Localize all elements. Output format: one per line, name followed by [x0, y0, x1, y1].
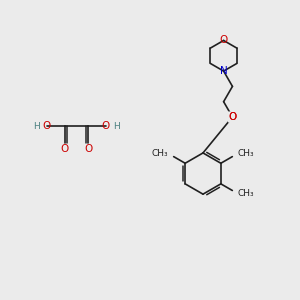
Text: N: N [220, 66, 227, 76]
Text: CH₃: CH₃ [238, 189, 255, 198]
Text: H: H [33, 122, 40, 131]
Text: O: O [84, 144, 92, 154]
Text: O: O [61, 144, 69, 154]
Text: O: O [43, 122, 51, 131]
Text: O: O [228, 112, 237, 122]
Text: O: O [102, 122, 110, 131]
Text: CH₃: CH₃ [238, 149, 255, 158]
Text: O: O [228, 112, 237, 122]
Text: O: O [220, 35, 228, 46]
Text: CH₃: CH₃ [152, 149, 168, 158]
Text: H: H [113, 122, 119, 131]
